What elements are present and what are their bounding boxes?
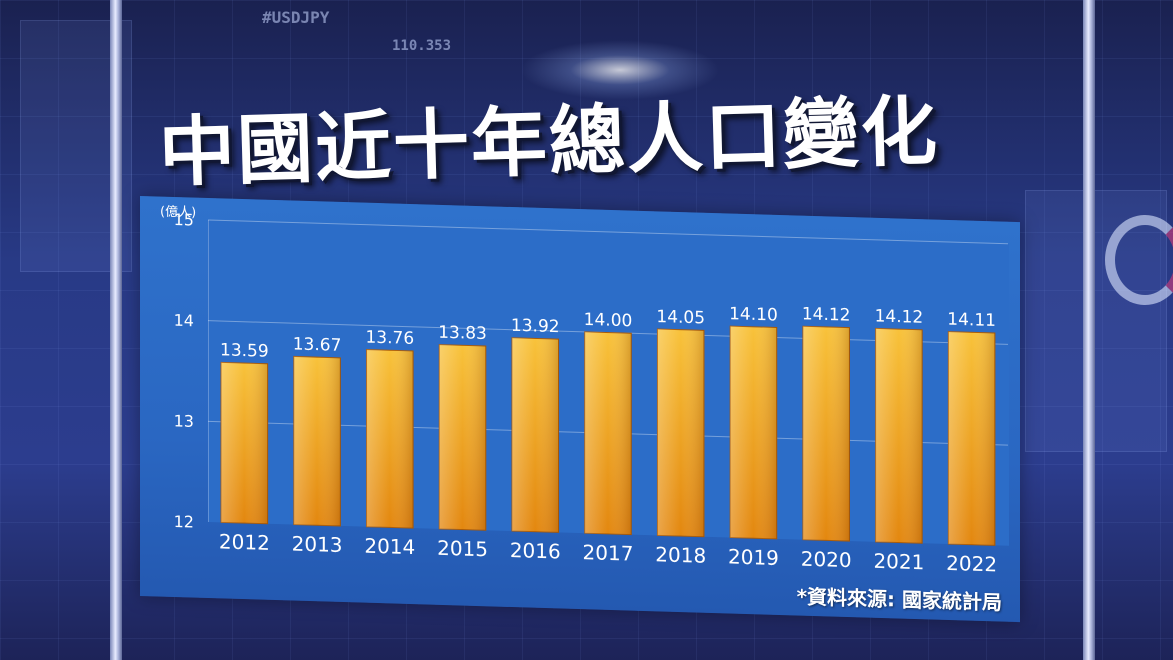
- bar-shading: [366, 349, 414, 529]
- bar-value-label: 14.05: [656, 307, 705, 328]
- bar-shading: [875, 328, 923, 544]
- x-tick-label: 2020: [801, 547, 852, 573]
- bar-chart: 12 13 14 15 13.59 2012 13.67 2013 13.76 2014 13.8…: [174, 210, 1008, 577]
- bar-shading: [439, 344, 486, 531]
- bar-value-label: 13.83: [438, 323, 487, 344]
- x-tick-label: 2018: [655, 542, 706, 568]
- x-tick-label: 2022: [946, 551, 997, 577]
- glass-frame-pole-right: [1083, 0, 1095, 660]
- x-tick-label: 2014: [364, 534, 415, 560]
- bar-shading: [512, 337, 559, 533]
- x-tick-label: 2019: [728, 544, 779, 570]
- background-ticker-value: 110.353: [392, 38, 452, 54]
- bar-value-label: 14.12: [875, 306, 924, 327]
- bar-shading: [802, 326, 850, 542]
- y-tick-label: 12: [174, 512, 194, 532]
- bar-shading: [730, 326, 777, 539]
- bar-value-label: 13.67: [293, 334, 342, 355]
- background-ticker-symbol: #USDJPY: [262, 8, 330, 27]
- gridline-15: [208, 219, 1008, 245]
- x-tick-label: 2013: [292, 532, 343, 558]
- y-tick-label: 14: [174, 311, 194, 331]
- x-tick-label: 2017: [583, 540, 634, 566]
- bar-value-label: 13.76: [365, 328, 414, 349]
- y-tick-label: 13: [174, 411, 194, 431]
- y-tick-label: 15: [174, 210, 194, 230]
- bar-value-label: 14.12: [802, 304, 851, 325]
- bar-shading: [948, 331, 995, 546]
- background-donut-chart: [1105, 215, 1173, 305]
- bar-value-label: 13.92: [511, 316, 560, 337]
- chart-title: 中國近十年總人口變化: [157, 86, 940, 197]
- bar-shading: [584, 331, 632, 535]
- bar-value-label: 13.59: [220, 340, 269, 361]
- bar-shading: [293, 356, 341, 526]
- x-tick-label: 2015: [437, 536, 488, 562]
- x-tick-label: 2012: [219, 529, 270, 555]
- bar-value-label: 14.00: [584, 310, 633, 331]
- bar-value-label: 14.10: [729, 304, 778, 325]
- x-tick-label: 2016: [510, 538, 561, 564]
- glass-frame-pole-left: [110, 0, 122, 660]
- chart-board: (億人) 12 13 14 15 13.59 2012 13.67 2013 13.76 201…: [140, 196, 1020, 623]
- bar-value-label: 14.11: [947, 310, 996, 331]
- source-note: *資料來源: 國家統計局: [796, 584, 1002, 615]
- x-tick-label: 2021: [873, 549, 924, 575]
- background-light-flare: [520, 40, 720, 100]
- bar-shading: [221, 362, 268, 524]
- bar-shading: [657, 328, 704, 537]
